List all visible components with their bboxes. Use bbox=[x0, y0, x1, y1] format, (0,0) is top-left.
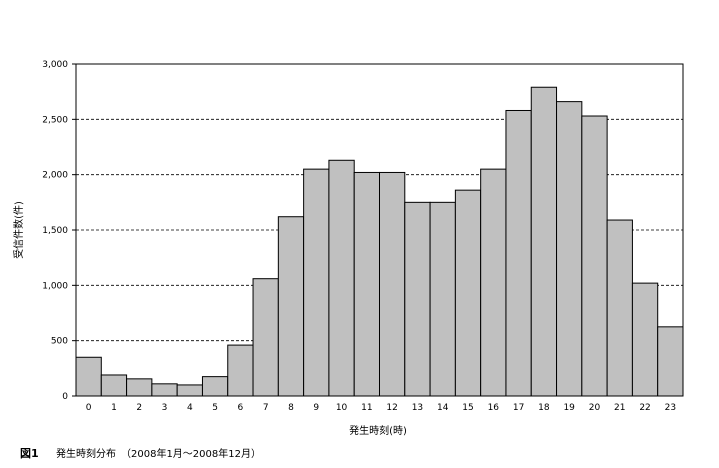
bar bbox=[126, 378, 153, 397]
x-tick-label: 8 bbox=[288, 403, 294, 413]
y-tick-label: 1,500 bbox=[42, 226, 68, 236]
x-tick-label: 19 bbox=[563, 403, 575, 413]
bar bbox=[201, 376, 229, 397]
bar bbox=[328, 159, 355, 397]
y-axis-ticks: 0 500 1,000 1,500 2,000 2,500 3,000 bbox=[42, 60, 76, 402]
bar bbox=[505, 109, 532, 397]
x-tick-label: 3 bbox=[162, 403, 168, 413]
figure-caption-text: 発生時刻分布 （2008年1月～2008年12月） bbox=[56, 447, 261, 460]
x-tick-label: 12 bbox=[386, 403, 397, 413]
figure-caption-label: 図1 bbox=[20, 446, 39, 460]
bar bbox=[75, 356, 102, 397]
x-tick-label: 21 bbox=[614, 403, 625, 413]
y-tick-label: 2,000 bbox=[42, 171, 68, 181]
bars bbox=[75, 86, 684, 397]
x-axis-title: 発生時刻(時) bbox=[349, 424, 407, 437]
bar bbox=[100, 374, 128, 397]
bar bbox=[227, 344, 254, 397]
x-tick-label: 6 bbox=[238, 403, 244, 413]
x-tick-label: 23 bbox=[665, 403, 676, 413]
y-axis-title: 受信件数(件) bbox=[12, 201, 25, 259]
x-tick-label: 5 bbox=[212, 403, 218, 413]
x-tick-label: 10 bbox=[336, 403, 348, 413]
x-axis-ticks: 0 1 2 3 4 5 6 7 8 9 10 11 12 13 14 15 16 17 18 19 20 21 22 23 bbox=[86, 403, 676, 413]
x-tick-label: 11 bbox=[361, 403, 372, 413]
bar bbox=[151, 383, 178, 397]
x-tick-label: 2 bbox=[136, 403, 142, 413]
bar bbox=[353, 171, 381, 397]
bar bbox=[581, 115, 608, 397]
y-tick-label: 500 bbox=[51, 337, 68, 347]
y-tick-label: 3,000 bbox=[42, 60, 68, 70]
x-tick-label: 14 bbox=[437, 403, 449, 413]
x-tick-label: 18 bbox=[538, 403, 550, 413]
y-tick-label: 2,500 bbox=[42, 115, 68, 125]
bar bbox=[303, 168, 330, 397]
bar bbox=[252, 278, 279, 397]
x-tick-label: 22 bbox=[639, 403, 650, 413]
bar bbox=[176, 384, 203, 397]
bar bbox=[429, 201, 456, 397]
y-tick-label: 0 bbox=[62, 392, 68, 402]
x-tick-label: 7 bbox=[263, 403, 269, 413]
x-tick-label: 15 bbox=[462, 403, 473, 413]
x-tick-label: 9 bbox=[313, 403, 319, 413]
x-tick-label: 17 bbox=[513, 403, 524, 413]
bar bbox=[454, 189, 482, 397]
x-tick-label: 1 bbox=[111, 403, 117, 413]
bar bbox=[657, 326, 684, 397]
bar bbox=[404, 201, 431, 397]
y-tick-label: 1,000 bbox=[42, 281, 68, 291]
x-tick-label: 20 bbox=[589, 403, 601, 413]
bar bbox=[379, 171, 406, 397]
bar bbox=[631, 282, 659, 397]
x-tick-label: 16 bbox=[488, 403, 500, 413]
x-tick-label: 4 bbox=[187, 403, 193, 413]
bar bbox=[277, 216, 305, 397]
bar bbox=[480, 168, 507, 397]
bar bbox=[606, 219, 633, 397]
x-tick-label: 0 bbox=[86, 403, 92, 413]
bar bbox=[556, 101, 583, 397]
x-tick-label: 13 bbox=[412, 403, 423, 413]
bar bbox=[530, 86, 558, 397]
